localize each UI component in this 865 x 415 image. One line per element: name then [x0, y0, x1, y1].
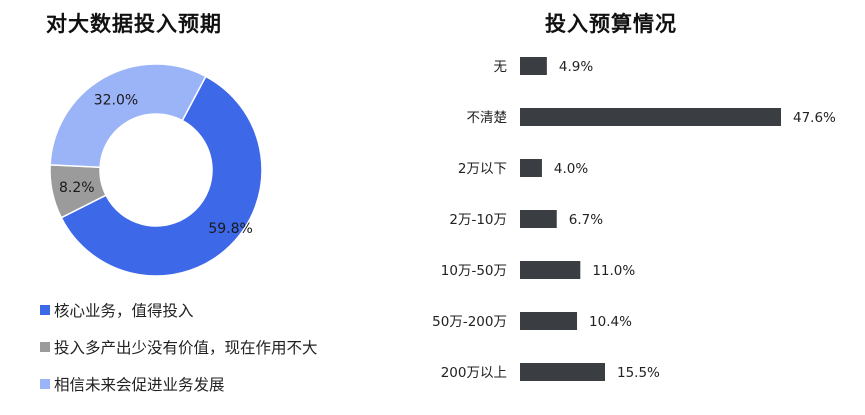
donut-slice-label: 59.8%	[208, 221, 252, 237]
bar	[520, 312, 578, 330]
bar-category-label: 10万-50万	[441, 263, 507, 279]
legend-swatch	[40, 341, 50, 352]
legend-label: 相信未来会促进业务发展	[54, 375, 225, 394]
bar-category-label: 不清楚	[467, 110, 508, 126]
bar	[520, 57, 547, 75]
donut-chart: 59.8% 8.2% 32.0%	[49, 63, 263, 277]
bar-value-label: 11.0%	[592, 263, 635, 279]
bar-category-label: 无	[494, 59, 508, 75]
bar	[520, 159, 542, 177]
legend-item: 相信未来会促进业务发展	[40, 370, 318, 397]
legend-swatch	[40, 304, 50, 315]
bar-category-label: 2万以下	[458, 161, 507, 177]
bar-value-label: 15.5%	[617, 365, 660, 381]
donut-slice-label: 32.0%	[94, 93, 138, 109]
legend-label: 投入多产出少没有价值，现在作用不大	[54, 338, 318, 357]
donut-chart-title: 对大数据投入预期	[46, 12, 222, 36]
bar-chart-title: 投入预算情况	[545, 12, 677, 36]
legend-item: 核心业务，值得投入	[40, 296, 318, 323]
bar-value-label: 10.4%	[589, 314, 632, 330]
bar-chart: 无 4.9% 不清楚 47.6% 2万以下 4.0% 2万-10万 6.7% 10万-50万 11…	[432, 57, 836, 381]
donut-slice	[60, 75, 263, 277]
legend-swatch	[40, 378, 50, 389]
donut-legend: 核心业务，值得投入 投入多产出少没有价值，现在作用不大 相信未来会促进业务发展	[40, 296, 318, 407]
bar-value-label: 6.7%	[569, 212, 603, 228]
bar-value-label: 4.0%	[554, 161, 588, 177]
bar-category-label: 200万以上	[441, 365, 507, 381]
bar-value-label: 47.6%	[793, 110, 836, 126]
legend-item: 投入多产出少没有价值，现在作用不大	[40, 333, 318, 360]
bar	[520, 363, 605, 381]
bar-value-label: 4.9%	[559, 59, 593, 75]
bar	[520, 261, 581, 279]
bar	[520, 108, 781, 126]
bar	[520, 210, 557, 228]
donut-slice	[49, 63, 207, 169]
donut-slice-label: 8.2%	[59, 180, 95, 196]
bar-category-label: 50万-200万	[432, 314, 507, 330]
legend-label: 核心业务，值得投入	[54, 301, 194, 320]
bar-category-label: 2万-10万	[449, 212, 507, 228]
